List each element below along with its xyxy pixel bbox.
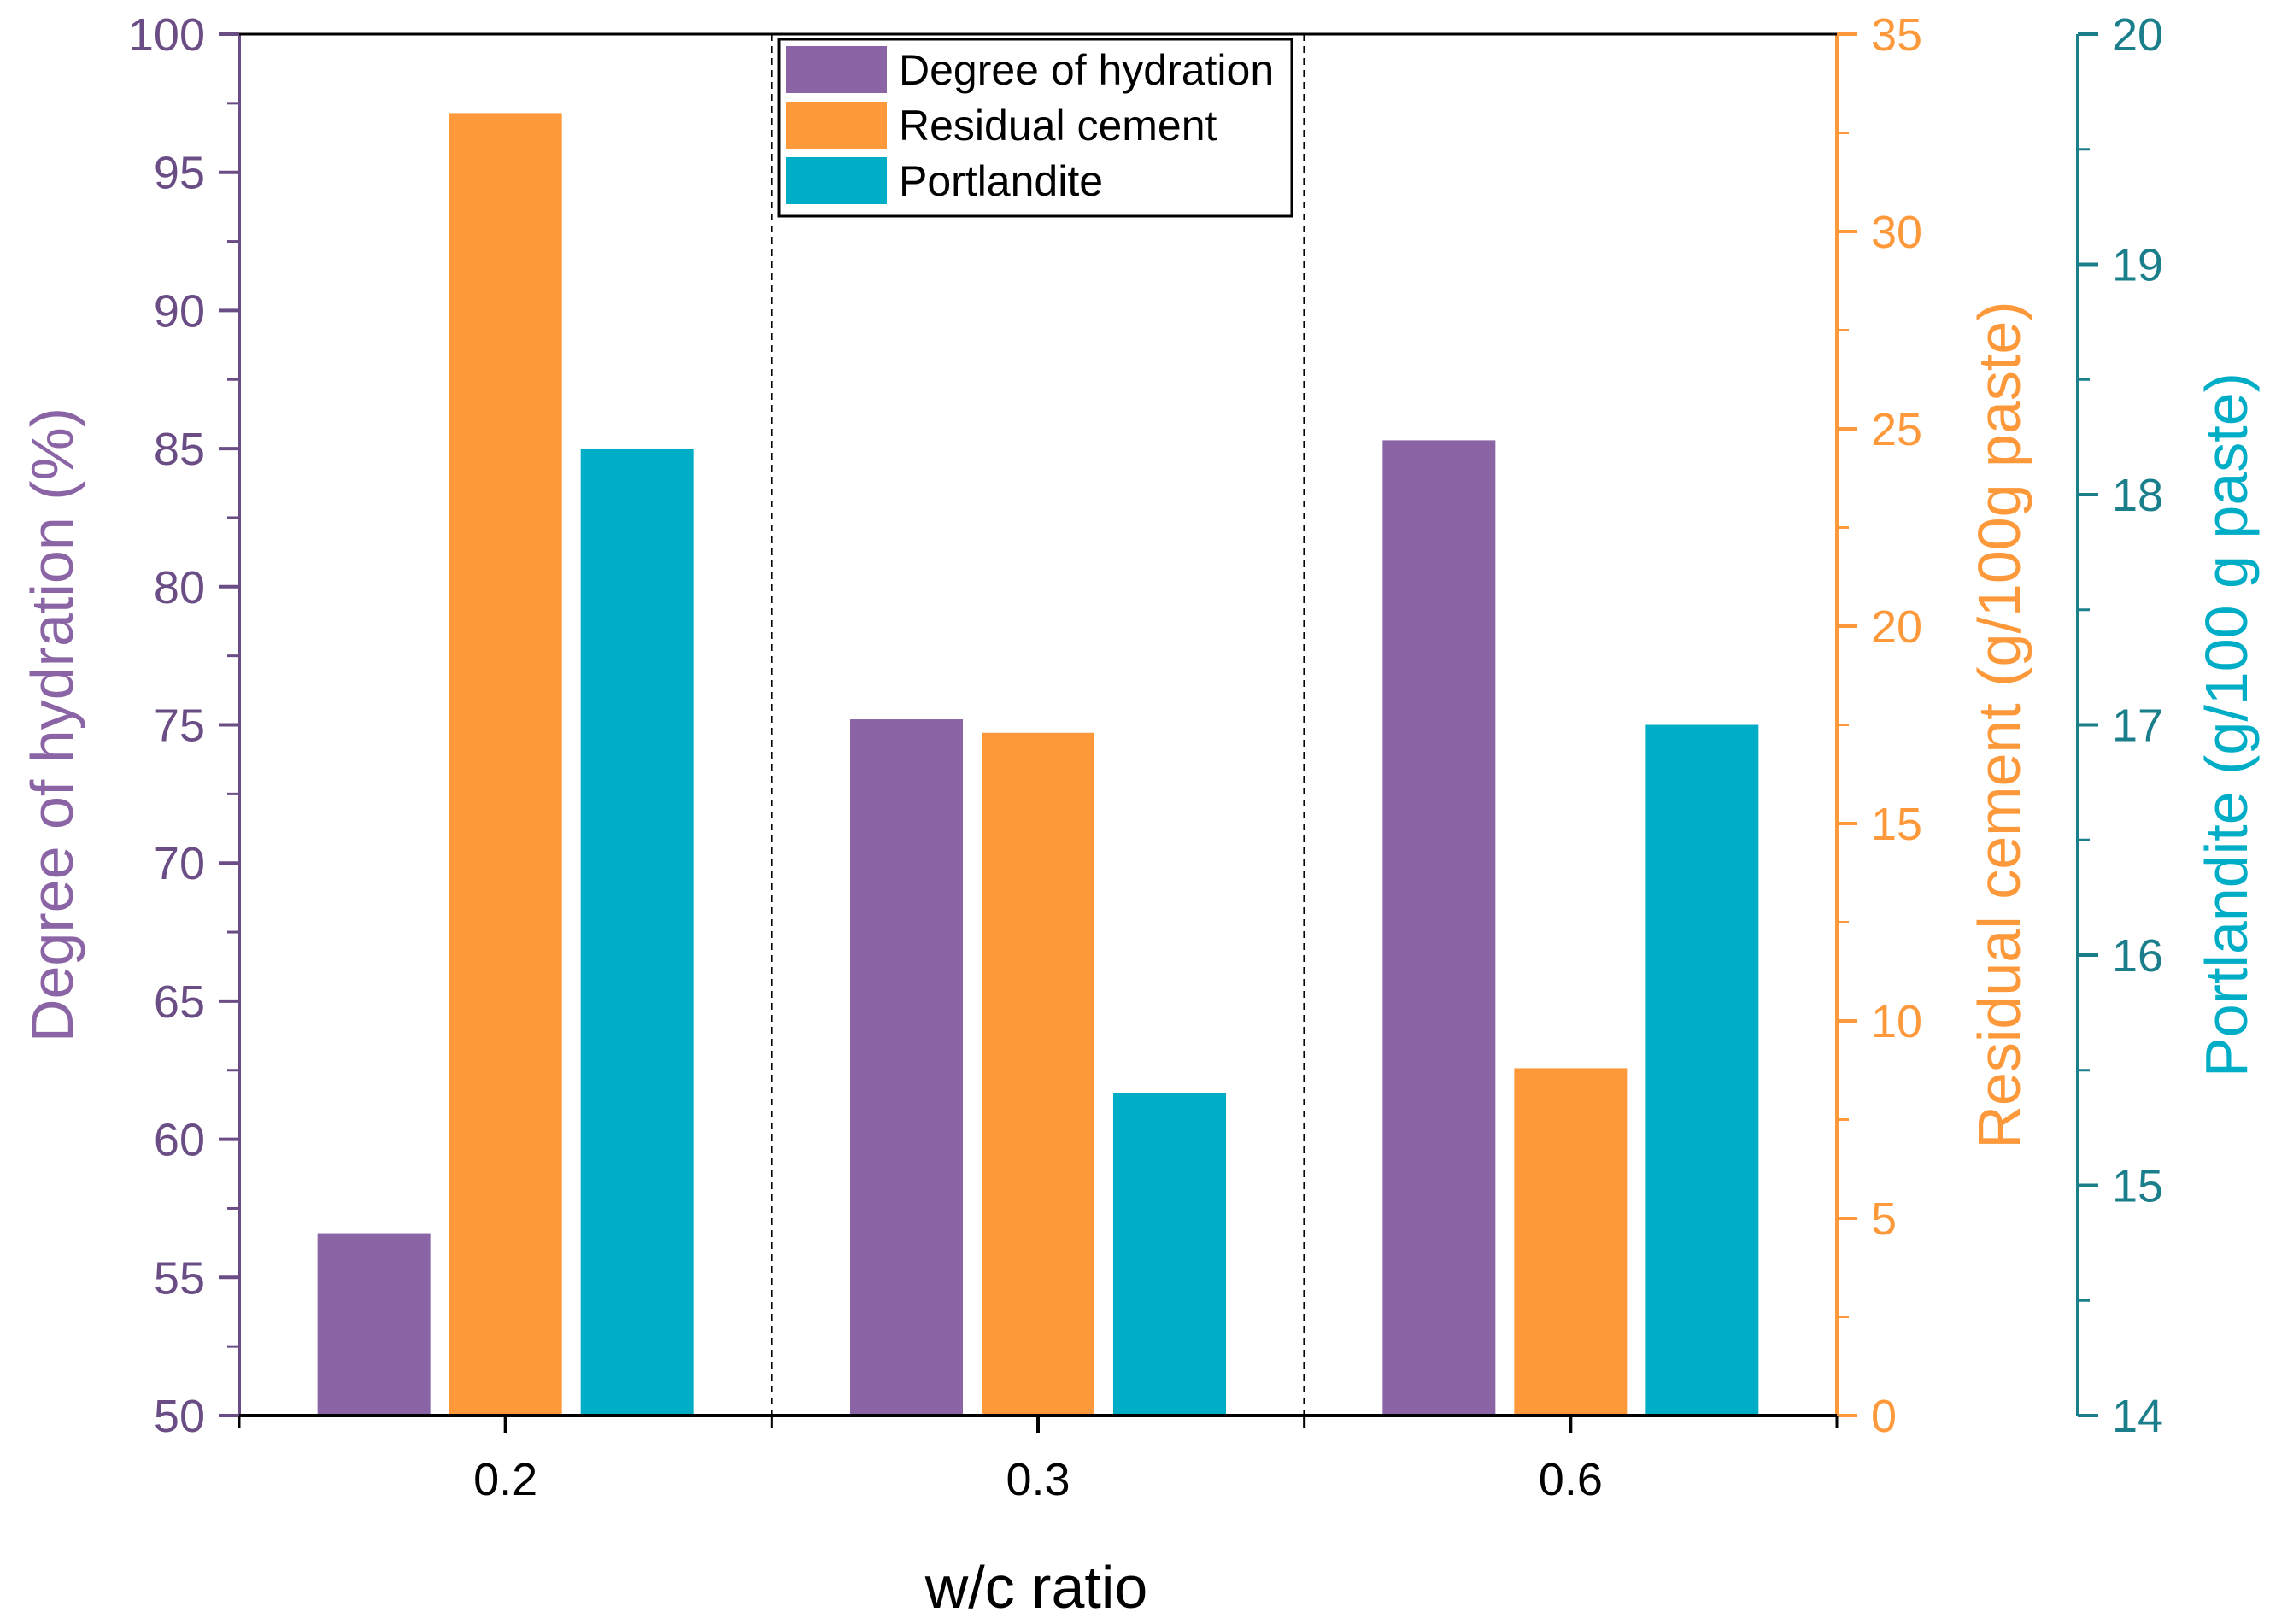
bar-portlandite-0.3 (1113, 1093, 1226, 1416)
x-tick-label: 0.6 (1539, 1454, 1603, 1505)
right2-tick-label: 16 (2112, 930, 2163, 982)
left-axis: 50 55 60 65 70 75 80 85 90 95 100 (128, 9, 241, 1442)
bar-residual-cement-0.6 (1514, 1068, 1628, 1416)
right2-tick-label: 20 (2112, 9, 2163, 61)
right2-tick-label: 19 (2112, 240, 2163, 291)
right1-tick-label: 35 (1871, 9, 1922, 61)
legend-swatch-degree-of-hydration (786, 46, 887, 93)
x-axis-label: w/c ratio (924, 1554, 1148, 1621)
right1-tick-label: 25 (1871, 404, 1922, 455)
right1-tick-label: 15 (1871, 799, 1922, 850)
bar-portlandite-0.2 (580, 449, 694, 1416)
left-tick-label: 60 (154, 1115, 205, 1166)
x-tick-label: 0.2 (473, 1454, 537, 1505)
legend-label-degree-of-hydration: Degree of hydration (899, 46, 1274, 94)
bar-residual-cement-0.3 (982, 732, 1094, 1416)
right-axis-residual-cement-label: Residual cement (g/100g paste) (1966, 301, 2032, 1148)
legend[interactable]: Degree of hydration Residual cement Portla… (777, 38, 1293, 218)
right1-tick-label: 5 (1871, 1193, 1897, 1245)
left-tick-label: 95 (154, 148, 205, 199)
right-axis-portlandite-label: Portlandite (g/100 g paste) (2193, 372, 2260, 1077)
bar-portlandite-0.6 (1645, 724, 1759, 1416)
left-tick-label: 90 (154, 285, 205, 337)
left-tick-label: 85 (154, 424, 205, 475)
left-tick-label: 75 (154, 701, 205, 752)
left-tick-label: 50 (154, 1391, 205, 1442)
bar-degree-of-hydration-0.3 (850, 719, 963, 1416)
left-axis-label: Degree of hydration (%) (19, 407, 85, 1042)
right1-tick-label: 10 (1871, 996, 1922, 1047)
left-tick-label: 80 (154, 562, 205, 613)
bars (317, 113, 1759, 1416)
bar-degree-of-hydration-0.6 (1382, 440, 1496, 1416)
right2-tick-label: 14 (2112, 1391, 2163, 1442)
right1-tick-label: 0 (1871, 1391, 1897, 1442)
right2-tick-label: 18 (2112, 470, 2163, 521)
right2-tick-label: 17 (2112, 701, 2163, 752)
bar-residual-cement-0.2 (449, 113, 562, 1416)
left-tick-label: 55 (154, 1252, 205, 1304)
right1-tick-label: 30 (1871, 207, 1922, 258)
left-tick-label: 70 (154, 838, 205, 889)
right1-tick-label: 20 (1871, 601, 1922, 653)
legend-label-residual-cement: Residual cement (899, 102, 1217, 150)
bar-degree-of-hydration-0.2 (317, 1233, 431, 1416)
legend-swatch-residual-cement (786, 102, 887, 149)
right-axis-portlandite: 14 15 16 17 18 19 20 (2076, 9, 2163, 1442)
legend-swatch-portlandite (786, 157, 887, 204)
x-tick-label: 0.3 (1006, 1454, 1070, 1505)
right-axis-residual-cement: 0 5 10 15 20 25 30 35 (1835, 9, 1922, 1442)
legend-label-portlandite: Portlandite (899, 157, 1103, 205)
x-axis: 0.2 0.3 0.6 (238, 32, 1839, 1505)
right2-tick-label: 15 (2112, 1161, 2163, 1212)
left-tick-label: 65 (154, 976, 205, 1028)
group-separators (771, 34, 1305, 1416)
left-tick-label: 100 (128, 9, 205, 61)
